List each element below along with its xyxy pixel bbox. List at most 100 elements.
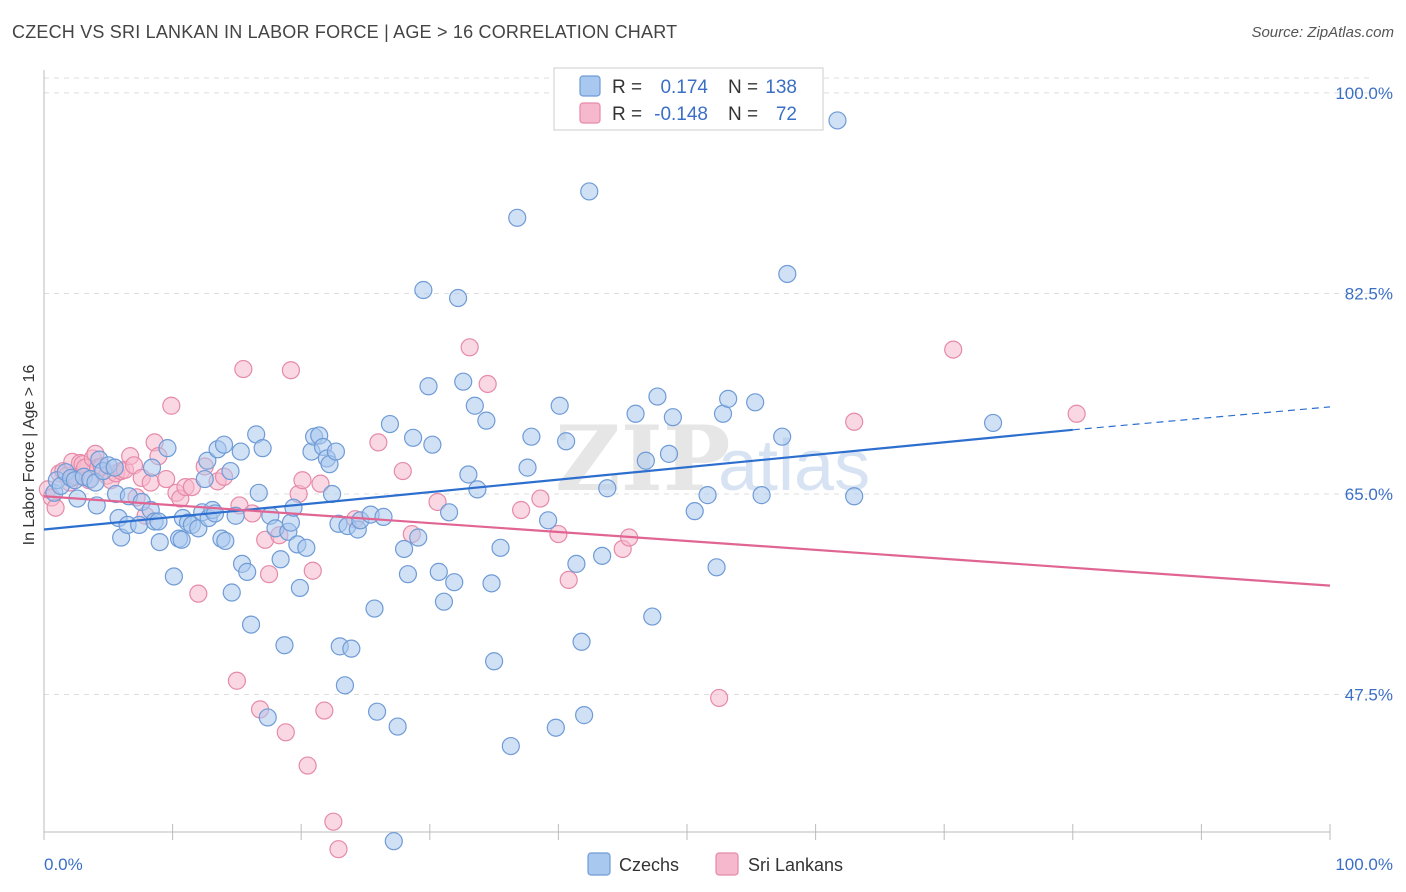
czech-point (241, 615, 261, 634)
srilankan-point (1067, 404, 1086, 423)
czech-point (429, 562, 448, 581)
legend-n-label-czechs: N = (728, 77, 758, 98)
axes (43, 70, 1331, 840)
czech-point (643, 607, 662, 626)
srilankan-point (710, 688, 729, 708)
czech-point (445, 573, 464, 592)
czech-point (297, 538, 316, 557)
czech-point (659, 444, 679, 463)
czech-point (663, 408, 682, 427)
czech-point (567, 554, 586, 573)
czech-point (271, 550, 290, 569)
x-tick-label-end: 100.0% (1335, 855, 1393, 874)
czech-point (214, 435, 234, 454)
czech-point (326, 442, 346, 461)
czech-point (550, 396, 569, 415)
srilankan-point (324, 812, 343, 831)
czech-point (477, 411, 496, 430)
legend-n-value-srilankans: 72 (776, 104, 797, 125)
czech-point (238, 562, 257, 581)
czech-point (598, 479, 617, 498)
czech-point (501, 736, 520, 756)
czech-point (439, 503, 459, 522)
czech-point (522, 427, 541, 446)
legend-r-label-czechs: R = (612, 77, 642, 98)
czech-point (342, 639, 361, 658)
bottom-legend-srilankans: Sri Lankans (748, 855, 843, 875)
czech-point (172, 530, 191, 549)
tick-labels: 47.5% 65.0% 82.5% 100.0% 0.0% 100.0% (44, 84, 1393, 874)
czech-point (275, 636, 294, 655)
czech-point (150, 532, 169, 552)
grid-lines (44, 77, 1370, 695)
czech-point (845, 487, 864, 506)
czech-trend-extension (1072, 406, 1331, 431)
czech-point (335, 676, 355, 695)
srilankan-point (243, 504, 262, 523)
czech-point (403, 428, 423, 447)
czech-point (365, 599, 384, 618)
srilankan-point (298, 756, 317, 775)
srilankan-point (315, 701, 334, 720)
czech-point (409, 528, 428, 547)
czech-point (626, 404, 645, 423)
czech-point (388, 717, 407, 736)
bottom-legend-czechs: Czechs (619, 855, 679, 875)
srilankan-point (369, 433, 388, 452)
srilankan-point (549, 524, 568, 544)
czech-point (149, 512, 168, 531)
czech-point (459, 465, 478, 484)
czech-point (719, 389, 738, 408)
watermark-atlas: atlas (718, 426, 870, 506)
czech-point (434, 592, 454, 611)
srilankan-point (182, 477, 201, 497)
czech-point (249, 483, 268, 502)
czech-point (198, 451, 217, 470)
srilankan-point (845, 412, 864, 431)
srilankan-point (303, 561, 322, 580)
czech-point (142, 458, 162, 477)
legend-swatch-srilankans (579, 102, 601, 124)
czech-point (105, 458, 124, 477)
czech-point (454, 372, 473, 391)
czech-point (485, 652, 504, 671)
czech-point (636, 451, 655, 470)
czech-points (45, 111, 1003, 851)
trend-lines (43, 406, 1331, 587)
czech-point (557, 432, 576, 451)
legend-r-label-srilankans: R = (612, 104, 642, 125)
srilankan-point (311, 474, 330, 493)
czech-point (518, 458, 537, 477)
legend-r-value-czechs: 0.174 (660, 77, 708, 98)
legend-r-value-srilankans: -0.148 (654, 104, 708, 125)
czech-point (491, 538, 510, 557)
czech-point (394, 539, 414, 559)
czech-point (468, 480, 487, 499)
czech-point (465, 396, 484, 415)
srilankan-point (329, 840, 348, 859)
srilankan-point (189, 584, 208, 603)
czech-point (195, 469, 214, 489)
czech-point (231, 442, 250, 461)
x-tick-label-start: 0.0% (44, 855, 83, 874)
legend-n-label-srilankans: N = (728, 104, 758, 125)
czech-point (380, 414, 400, 434)
srilankan-point (276, 723, 295, 742)
czech-point (158, 439, 177, 458)
srilankan-trend-line (43, 495, 1331, 587)
czech-point (222, 583, 241, 602)
czech-point (685, 502, 704, 521)
czech-point (572, 632, 591, 651)
czech-point (648, 387, 667, 406)
bottom-legend-swatch-czechs (587, 852, 611, 876)
czech-point (580, 182, 599, 201)
czech-trend-line (43, 428, 1073, 531)
y-tick-label: 100.0% (1335, 84, 1393, 103)
legend-n-value-czechs: 138 (765, 77, 797, 98)
srilankan-point (157, 469, 176, 489)
srilankan-point (162, 396, 181, 415)
czech-point (281, 513, 301, 532)
source-credit: Source: ZipAtlas.com (1251, 24, 1394, 41)
srilankan-point (531, 489, 550, 508)
czech-point (593, 546, 612, 565)
